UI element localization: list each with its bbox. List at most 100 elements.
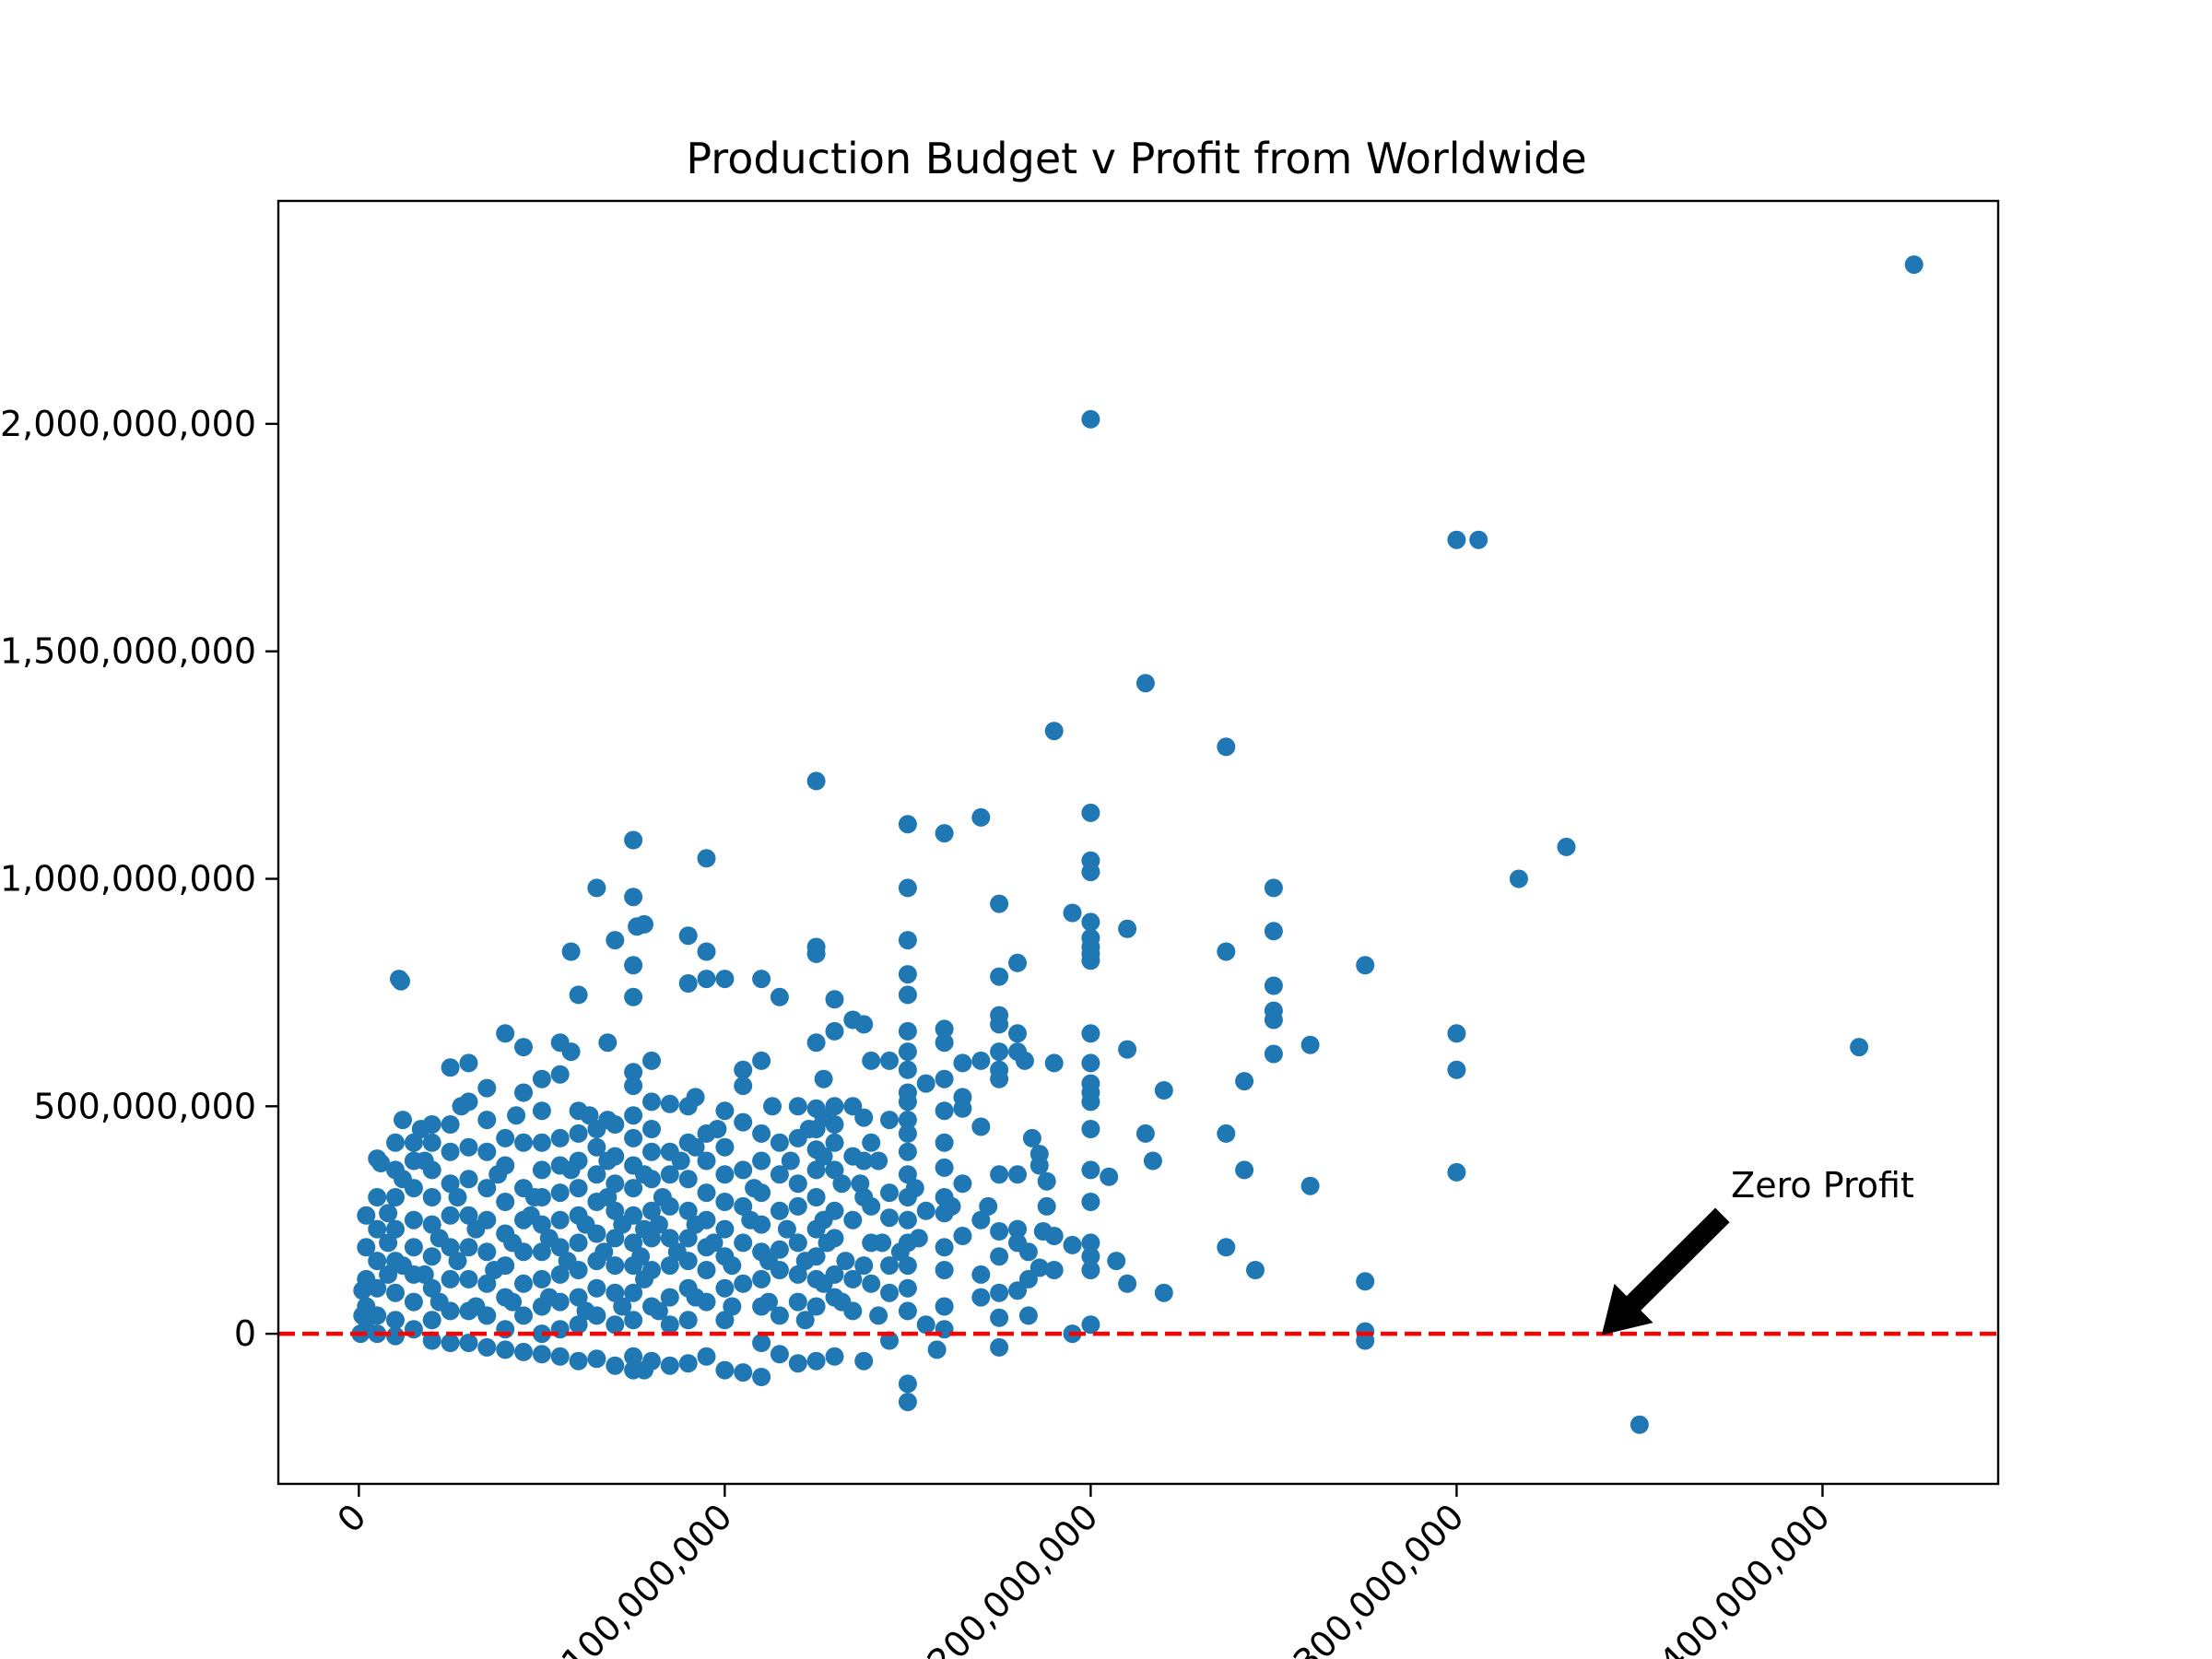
- data-point: [660, 1229, 679, 1248]
- data-point: [422, 1311, 441, 1330]
- data-point: [715, 1360, 735, 1380]
- data-point: [715, 1219, 735, 1239]
- data-point: [394, 1256, 412, 1276]
- data-point: [1008, 1281, 1027, 1300]
- data-point: [697, 1261, 716, 1279]
- data-point: [485, 1261, 504, 1279]
- data-point: [971, 1265, 991, 1284]
- data-point: [496, 1193, 515, 1211]
- data-point: [898, 931, 917, 950]
- data-point: [1008, 1024, 1027, 1043]
- data-point: [909, 1229, 928, 1248]
- data-point: [990, 1222, 1009, 1241]
- data-point: [1081, 863, 1100, 882]
- data-point: [1135, 1124, 1155, 1143]
- data-point: [1081, 1160, 1100, 1180]
- data-point: [715, 1165, 735, 1184]
- data-point: [818, 1233, 837, 1253]
- data-point: [441, 1334, 460, 1352]
- data-point: [1143, 1151, 1162, 1171]
- data-point: [624, 830, 643, 850]
- data-point: [415, 1151, 434, 1171]
- data-point: [550, 1128, 570, 1147]
- data-point: [880, 1111, 899, 1130]
- data-point: [1107, 1252, 1126, 1271]
- data-point: [715, 1101, 735, 1121]
- data-point: [1356, 1331, 1375, 1350]
- data-point: [1037, 1196, 1056, 1216]
- data-point: [678, 1229, 698, 1248]
- data-point: [1356, 956, 1375, 975]
- data-point: [990, 1069, 1009, 1088]
- data-point: [1118, 1274, 1137, 1293]
- data-point: [898, 1210, 917, 1230]
- data-point: [1081, 1193, 1100, 1211]
- data-point: [580, 1106, 599, 1125]
- data-point: [752, 1269, 771, 1288]
- data-point: [507, 1106, 526, 1125]
- data-point: [935, 1033, 954, 1053]
- data-point: [971, 1117, 991, 1136]
- data-point: [843, 1269, 863, 1288]
- data-point: [880, 1183, 899, 1203]
- data-point: [723, 1297, 742, 1316]
- data-point: [357, 1238, 376, 1257]
- data-point: [770, 1133, 789, 1152]
- data-point: [898, 1060, 917, 1079]
- data-point: [1044, 722, 1064, 741]
- data-point: [532, 1133, 551, 1152]
- data-point: [404, 1292, 423, 1312]
- data-point: [854, 1256, 874, 1276]
- data-point: [1030, 1156, 1049, 1175]
- data-point: [715, 1137, 735, 1157]
- data-point: [587, 1120, 606, 1138]
- data-point: [466, 1219, 486, 1239]
- data-point: [770, 1165, 789, 1184]
- data-point: [905, 1179, 924, 1198]
- data-point: [1509, 869, 1528, 888]
- data-point: [514, 1038, 533, 1057]
- data-point: [799, 1120, 818, 1138]
- data-point: [832, 1292, 852, 1312]
- data-point: [854, 1015, 874, 1034]
- data-point: [503, 1292, 523, 1312]
- data-point: [678, 974, 698, 993]
- data-point: [466, 1297, 486, 1316]
- data-point: [770, 1306, 789, 1325]
- data-point: [1044, 1261, 1064, 1279]
- data-point: [1850, 1038, 1869, 1057]
- data-point: [814, 1108, 833, 1127]
- data-point: [624, 888, 643, 907]
- data-point: [916, 1201, 935, 1220]
- data-point: [459, 1269, 478, 1288]
- data-point: [1044, 1053, 1064, 1073]
- data-point: [1081, 1315, 1100, 1335]
- data-point: [898, 1374, 917, 1394]
- data-point: [763, 1097, 782, 1116]
- data-point: [660, 1288, 679, 1307]
- data-point: [869, 1151, 888, 1171]
- data-point: [898, 1278, 917, 1298]
- data-point: [642, 1201, 661, 1220]
- data-point: [496, 1340, 515, 1359]
- data-point: [576, 1301, 595, 1321]
- data-point: [814, 1147, 833, 1166]
- data-point: [752, 1051, 771, 1070]
- data-point: [898, 878, 917, 898]
- data-point: [532, 1160, 551, 1180]
- data-point: [832, 1174, 852, 1194]
- y-tick-label: 2,000,000,000: [0, 404, 256, 444]
- data-point: [550, 1183, 570, 1203]
- data-point: [825, 1097, 844, 1116]
- data-point: [624, 1283, 643, 1302]
- data-point: [752, 1151, 771, 1171]
- data-point: [1081, 1261, 1100, 1279]
- data-point: [635, 1219, 653, 1239]
- data-point: [1217, 737, 1236, 757]
- data-point: [642, 1142, 661, 1161]
- data-point: [1081, 951, 1100, 971]
- data-point: [935, 1158, 954, 1177]
- data-point: [1037, 1171, 1056, 1191]
- data-point: [953, 1227, 972, 1245]
- data-point: [503, 1233, 523, 1253]
